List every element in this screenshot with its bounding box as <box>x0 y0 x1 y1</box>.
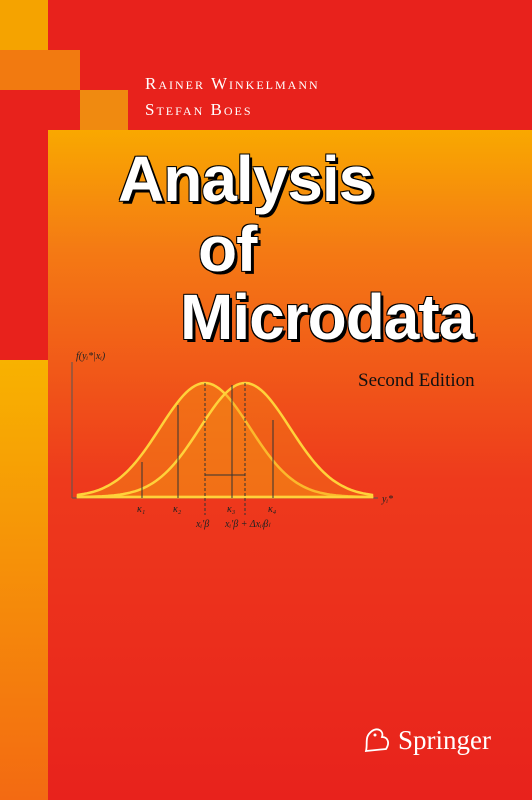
y-axis-label: f(yᵢ*|xᵢ) <box>76 351 106 362</box>
threshold-label: κ₃ <box>227 504 236 515</box>
density-curve <box>76 381 374 499</box>
mean-label: xᵢ′β + Δxᵢₗβₗ <box>224 519 271 530</box>
title-line: Microdata <box>180 281 474 353</box>
author: Rainer Winkelmann <box>145 74 320 93</box>
title-line: of <box>198 213 257 285</box>
density-curve <box>76 381 374 499</box>
x-axis-label: yᵢ* <box>381 494 393 505</box>
color-block <box>0 50 80 90</box>
color-block <box>0 0 48 50</box>
threshold-label: κ₁ <box>137 504 145 515</box>
publisher: Springer <box>398 725 491 755</box>
publisher-logo <box>364 728 389 753</box>
mean-label: xᵢ′β <box>195 519 209 530</box>
color-block <box>80 90 128 130</box>
color-block <box>0 360 48 800</box>
author: Stefan Boes <box>145 100 253 119</box>
edition: Second Edition <box>358 370 475 391</box>
threshold-label: κ₄ <box>268 504 277 515</box>
title-line: Analysis <box>118 143 374 215</box>
color-block <box>0 90 48 360</box>
threshold-label: κ₂ <box>173 504 182 515</box>
figure: f(yᵢ*|xᵢ) yᵢ* κ₁ κ₂ κ₃ κ₄ xᵢ′β xᵢ′β + Δx… <box>71 351 393 530</box>
color-block <box>48 0 532 130</box>
